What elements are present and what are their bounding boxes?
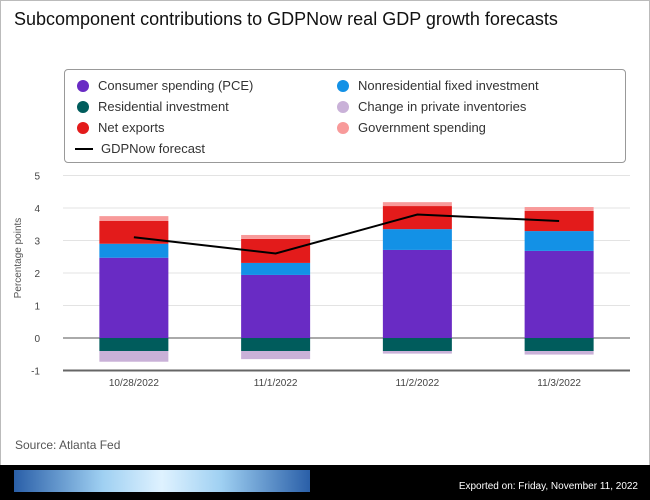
y-axis-label: Percentage points bbox=[13, 218, 24, 299]
x-tick-label: 11/2/2022 bbox=[396, 378, 440, 389]
legend-gdpnow[interactable]: GDPNow forecast bbox=[75, 141, 205, 156]
x-tick-label: 10/28/2022 bbox=[109, 378, 159, 389]
bar-segment bbox=[241, 234, 311, 239]
bar-segment bbox=[524, 351, 594, 355]
bar-segment bbox=[99, 221, 169, 244]
y-tick-label: 0 bbox=[34, 334, 40, 345]
bar-segment bbox=[382, 338, 452, 351]
y-tick-label: 5 bbox=[34, 172, 40, 183]
bar-segment bbox=[99, 243, 169, 258]
source-note: Source: Atlanta Fed bbox=[15, 438, 121, 452]
legend-netexports[interactable]: Net exports bbox=[77, 120, 164, 135]
bar-segment bbox=[524, 250, 594, 338]
legend-government[interactable]: Government spending bbox=[337, 120, 486, 135]
bar-segment bbox=[524, 207, 594, 211]
export-date: Exported on: Friday, November 11, 2022 bbox=[458, 481, 638, 492]
bar-segment bbox=[241, 274, 311, 338]
plot-area: -1 0 1 2 3 4 5 Percentage points 10/28/2022 11/1/… bbox=[13, 172, 630, 389]
y-tick-label: 2 bbox=[34, 269, 40, 280]
legend-inventories[interactable]: Change in private inventories bbox=[337, 99, 526, 114]
bar-segment bbox=[99, 216, 169, 221]
x-tick-label: 11/3/2022 bbox=[537, 378, 581, 389]
bar-segment bbox=[382, 229, 452, 250]
bar-segment bbox=[241, 351, 311, 360]
y-tick-label: 1 bbox=[34, 302, 40, 313]
bar-segment bbox=[524, 231, 594, 251]
bar-segment bbox=[382, 206, 452, 230]
y-tick-label: -1 bbox=[31, 367, 40, 378]
bar-segment bbox=[382, 351, 452, 354]
bar-segment bbox=[99, 257, 169, 338]
footer: Exported on: Friday, November 11, 2022 bbox=[0, 465, 650, 500]
chart-title: Subcomponent contributions to GDPNow rea… bbox=[14, 9, 558, 29]
y-tick-label: 3 bbox=[34, 237, 40, 248]
bar-segment bbox=[382, 202, 452, 207]
bar-segment bbox=[382, 249, 452, 338]
legend: Consumer spending (PCE) Nonresidential f… bbox=[64, 69, 626, 163]
gdpnow-line bbox=[133, 213, 560, 255]
bar-segment bbox=[241, 338, 311, 351]
bar-segment bbox=[99, 351, 169, 362]
x-tick-label: 11/1/2022 bbox=[254, 378, 298, 389]
y-tick-label: 4 bbox=[34, 204, 40, 215]
bar-segment bbox=[241, 262, 311, 275]
legend-nonres[interactable]: Nonresidential fixed investment bbox=[337, 78, 539, 93]
legend-residential[interactable]: Residential investment bbox=[77, 99, 229, 114]
bar-segment bbox=[99, 338, 169, 351]
atlanta-fed-logo bbox=[14, 470, 310, 492]
bar-segment bbox=[524, 338, 594, 351]
legend-pce[interactable]: Consumer spending (PCE) bbox=[77, 78, 253, 93]
